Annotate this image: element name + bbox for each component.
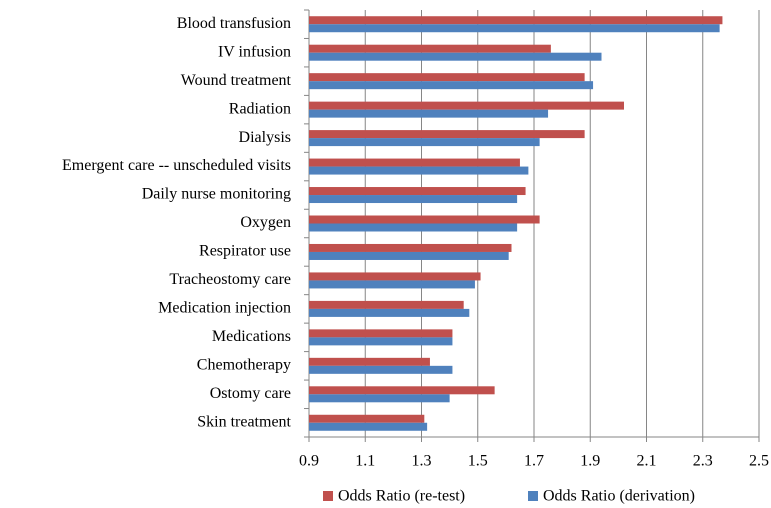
y-tick-label: Dialysis	[239, 129, 291, 146]
bar	[309, 73, 585, 82]
bar	[309, 251, 509, 260]
x-tick-label: 1.1	[355, 453, 375, 470]
y-tick-label: Ostomy care	[210, 385, 291, 402]
bar	[309, 280, 475, 289]
bar	[309, 223, 518, 232]
x-tick-label: 2.3	[693, 453, 713, 470]
bar	[309, 52, 602, 61]
y-tick-label: Chemotherapy	[197, 357, 291, 374]
bar	[309, 337, 453, 346]
bar	[309, 386, 495, 395]
bar	[309, 81, 594, 90]
bar	[309, 16, 723, 25]
bar	[309, 394, 450, 403]
y-tick-label: IV infusion	[218, 43, 291, 60]
y-tick-label: Wound treatment	[181, 72, 292, 89]
y-tick-label: Tracheostomy care	[169, 271, 291, 288]
legend-swatch	[528, 491, 538, 501]
bar	[309, 308, 470, 317]
y-tick-label: Radiation	[229, 100, 291, 117]
x-tick-label: 1.7	[524, 453, 544, 470]
bar	[309, 44, 551, 53]
bar	[309, 272, 481, 281]
x-tick-label: 2.1	[637, 453, 657, 470]
bar	[309, 158, 520, 167]
y-tick-label: Oxygen	[240, 214, 291, 231]
y-tick-label: Medication injection	[158, 300, 291, 317]
x-tick-label: 1.3	[412, 453, 432, 470]
y-tick-label: Respirator use	[199, 243, 291, 260]
x-tick-label: 1.9	[580, 453, 600, 470]
bar	[309, 365, 453, 374]
x-tick-label: 0.9	[299, 453, 319, 470]
y-tick-label: Skin treatment	[197, 413, 291, 430]
bar	[309, 300, 464, 309]
y-tick-label: Blood transfusion	[177, 15, 291, 32]
bar	[309, 138, 540, 147]
legend-label: Odds Ratio (derivation)	[543, 488, 695, 505]
bar	[309, 215, 540, 224]
bar	[309, 357, 430, 366]
bar	[309, 414, 425, 423]
bar	[309, 24, 720, 33]
bar	[309, 422, 428, 431]
x-tick-label: 2.5	[749, 453, 769, 470]
bar	[309, 243, 512, 252]
bar	[309, 166, 529, 175]
bar	[309, 329, 453, 338]
legend-label: Odds Ratio (re-test)	[338, 488, 465, 505]
y-tick-label: Emergent care -- unscheduled visits	[62, 157, 291, 174]
y-tick-label: Medications	[212, 328, 291, 345]
legend-swatch	[323, 491, 333, 501]
y-tick-label: Daily nurse monitoring	[142, 186, 291, 203]
bar	[309, 130, 585, 139]
bar	[309, 101, 624, 110]
bar	[309, 109, 549, 118]
x-tick-label: 1.5	[468, 453, 488, 470]
bar	[309, 195, 518, 204]
bar	[309, 187, 526, 196]
